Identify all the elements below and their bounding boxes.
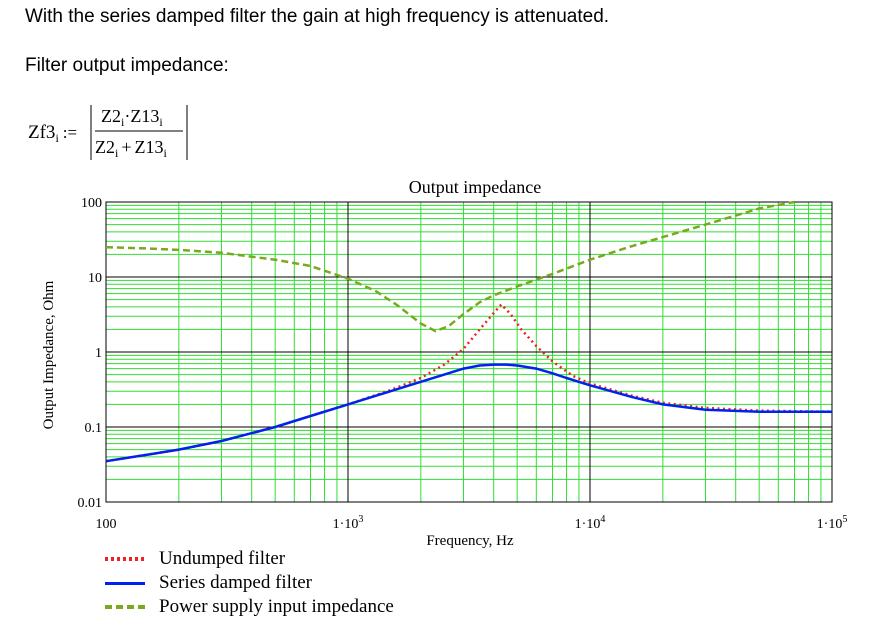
svg-text:Z2i·Z13i: Z2i·Z13i xyxy=(101,106,163,129)
series-line-3 xyxy=(105,200,795,333)
y-axis-label: Output Impedance, Ohm xyxy=(41,280,57,429)
formula-num-b: Z13 xyxy=(130,106,159,126)
x-tick-label: 100 xyxy=(96,517,117,532)
formula-num-a: Z2 xyxy=(101,106,121,126)
y-tick-label: 1 xyxy=(95,346,102,361)
svg-text:Zf3i:=: Zf3i := xyxy=(28,122,77,145)
y-tick-label: 0.1 xyxy=(85,421,103,436)
legend-item: Series damped filter xyxy=(105,572,312,594)
series-line-2 xyxy=(105,363,832,463)
y-tick-label: 10 xyxy=(88,271,102,286)
formula-assign: := xyxy=(63,123,77,142)
legend-swatch xyxy=(105,605,145,609)
impedance-formula: Zf3i := Z2i·Z13i Z2i + Z13i xyxy=(28,105,188,160)
legend-swatch xyxy=(105,557,145,561)
y-tick-label: 100 xyxy=(81,196,102,211)
plot-frame xyxy=(105,201,833,503)
formula-lhs-sub: i xyxy=(55,131,59,145)
intro-text: With the series damped filter the gain a… xyxy=(25,6,610,27)
x-tick-label: 1·105 xyxy=(817,514,848,532)
legend-swatch xyxy=(105,581,145,585)
y-tick-label: 0.01 xyxy=(78,496,103,511)
legend-item: Undumped filter xyxy=(105,548,285,570)
chart-title: Output impedance xyxy=(409,177,541,197)
section-heading: Filter output impedance: xyxy=(25,55,229,76)
output-impedance-chart: Output impedance Output Impedance, Ohm F… xyxy=(41,177,848,549)
x-axis-label: Frequency, Hz xyxy=(426,533,514,549)
series-line-1 xyxy=(105,303,833,463)
legend-label: Series damped filter xyxy=(159,572,313,593)
formula-lhs: Zf3 xyxy=(28,122,55,143)
legend-label: Power supply input impedance xyxy=(159,596,394,617)
formula-den-b: Z13 xyxy=(135,137,164,157)
legend-item: Power supply input impedance xyxy=(105,596,394,618)
legend-label: Undumped filter xyxy=(159,548,286,569)
x-tick-label: 1·104 xyxy=(575,514,606,532)
x-tick-label: 1·103 xyxy=(333,514,364,532)
svg-text:Z2i+Z13i: Z2i + Z13i xyxy=(95,137,168,160)
formula-den-a: Z2 xyxy=(95,137,115,157)
